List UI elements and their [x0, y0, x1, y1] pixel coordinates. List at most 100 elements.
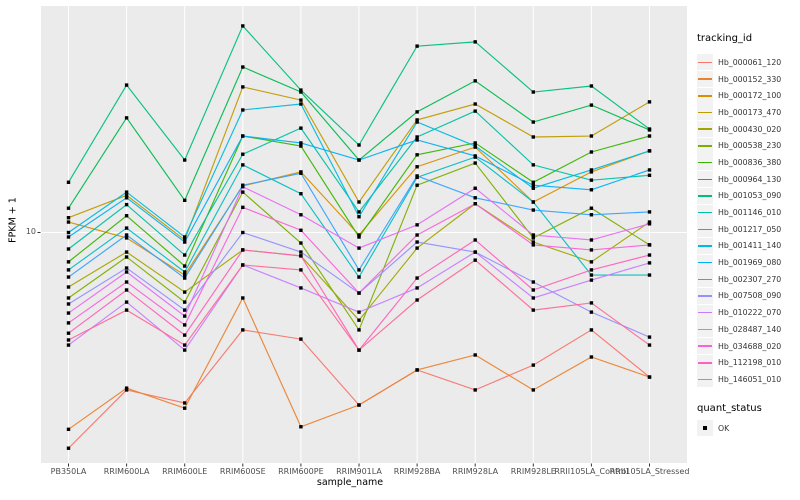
data-point	[589, 301, 594, 305]
data-point	[183, 253, 187, 257]
data-point	[241, 152, 245, 156]
data-point	[66, 260, 71, 264]
data-point	[299, 144, 303, 148]
data-point	[531, 180, 535, 184]
data-point	[357, 210, 361, 214]
data-point	[531, 308, 535, 312]
data-point	[647, 220, 652, 224]
x-tick-label: RRIM600PE	[278, 467, 324, 476]
legend-item-Hb_000172_100: Hb_000172_100	[697, 87, 799, 104]
legend-key-line-icon	[697, 237, 713, 254]
legend-key-line-icon	[697, 221, 713, 238]
data-point	[299, 88, 303, 92]
legend-item-Hb_001969_080: Hb_001969_080	[697, 254, 799, 271]
panel-background	[41, 6, 687, 463]
legend-item-Hb_112198_010: Hb_112198_010	[697, 354, 799, 371]
data-point	[473, 186, 477, 190]
data-point	[299, 90, 303, 94]
legend-key-line-icon	[697, 187, 713, 204]
legend: tracking_id Hb_000061_120 Hb_000152_330 Hb…	[697, 33, 799, 437]
data-point	[589, 168, 594, 172]
legend-item-label: Hb_146051_010	[718, 374, 782, 384]
legend-key-line-icon	[697, 137, 713, 154]
legend-item-Hb_001053_090: Hb_001053_090	[697, 187, 799, 205]
data-point	[299, 213, 303, 217]
data-point	[531, 240, 535, 244]
data-point	[647, 253, 652, 257]
data-point	[183, 290, 187, 294]
data-point	[589, 238, 594, 242]
data-point	[124, 196, 129, 200]
data-point	[66, 180, 71, 184]
data-point	[357, 310, 361, 314]
data-point	[241, 134, 245, 138]
data-point	[531, 280, 535, 284]
legend-item-Hb_010222_070: Hb_010222_070	[697, 304, 799, 321]
data-point	[299, 254, 303, 258]
legend-item-Hb_000538_230: Hb_000538_230	[697, 137, 799, 154]
legend-item-quant-status-ok: OK	[697, 420, 799, 437]
data-point	[66, 446, 71, 450]
series-color-line-icon	[698, 261, 712, 264]
data-point	[299, 241, 303, 245]
data-point	[531, 236, 535, 240]
data-point	[241, 108, 245, 112]
data-point	[415, 120, 419, 124]
legend-item-Hb_000964_130: Hb_000964_130	[697, 171, 799, 188]
legend-item-Hb_001411_140: Hb_001411_140	[697, 237, 799, 255]
data-point	[589, 213, 594, 217]
data-point	[241, 24, 245, 28]
data-point	[473, 144, 477, 148]
data-point	[647, 335, 652, 339]
data-point	[473, 161, 477, 165]
legend-item-Hb_000173_470: Hb_000173_470	[697, 104, 799, 121]
data-point	[647, 261, 652, 265]
data-point	[241, 190, 245, 194]
data-point	[66, 285, 71, 289]
data-point	[124, 308, 129, 312]
data-point	[183, 401, 187, 405]
data-point	[647, 134, 652, 138]
data-point	[66, 247, 71, 251]
data-point	[531, 388, 535, 392]
data-point	[357, 291, 361, 295]
data-point	[589, 248, 594, 252]
data-point	[357, 143, 361, 147]
data-point	[241, 296, 245, 300]
legend-item-label: Hb_001217_050	[718, 224, 782, 234]
data-point	[124, 233, 129, 237]
data-point	[299, 126, 303, 130]
data-point	[531, 90, 535, 94]
data-point	[66, 427, 71, 432]
data-point	[299, 141, 303, 145]
data-point	[473, 154, 477, 158]
data-point	[415, 118, 419, 122]
data-point	[241, 230, 245, 235]
data-point	[241, 65, 245, 69]
data-point	[183, 198, 187, 202]
legend-item-label: Hb_000152_330	[718, 74, 782, 84]
legend-item-Hb_001146_010: Hb_001146_010	[697, 204, 799, 221]
data-point	[357, 403, 361, 407]
series-color-line-icon	[698, 95, 712, 97]
legend-item-Hb_028487_140: Hb_028487_140	[697, 321, 799, 338]
data-point	[473, 250, 477, 254]
legend-key-line-icon	[697, 271, 713, 288]
legend-item-Hb_001217_050: Hb_001217_050	[697, 221, 799, 238]
legend-item-label: Hb_028487_140	[718, 324, 782, 334]
data-point	[473, 79, 477, 83]
legend-key-line-icon	[697, 371, 713, 388]
series-color-line-icon	[698, 245, 712, 247]
data-point	[357, 233, 361, 237]
data-point	[66, 220, 71, 224]
legend-item-label: Hb_007508_090	[718, 291, 782, 301]
data-point	[299, 286, 303, 290]
series-color-line-icon	[698, 78, 712, 80]
series-color-line-icon	[698, 161, 712, 164]
legend-item-label: Hb_000173_470	[718, 107, 782, 117]
x-tick-label: RRIM600SE	[219, 467, 266, 476]
data-point	[415, 240, 419, 244]
data-point	[531, 135, 535, 139]
data-point	[473, 40, 477, 44]
data-point	[647, 273, 652, 277]
